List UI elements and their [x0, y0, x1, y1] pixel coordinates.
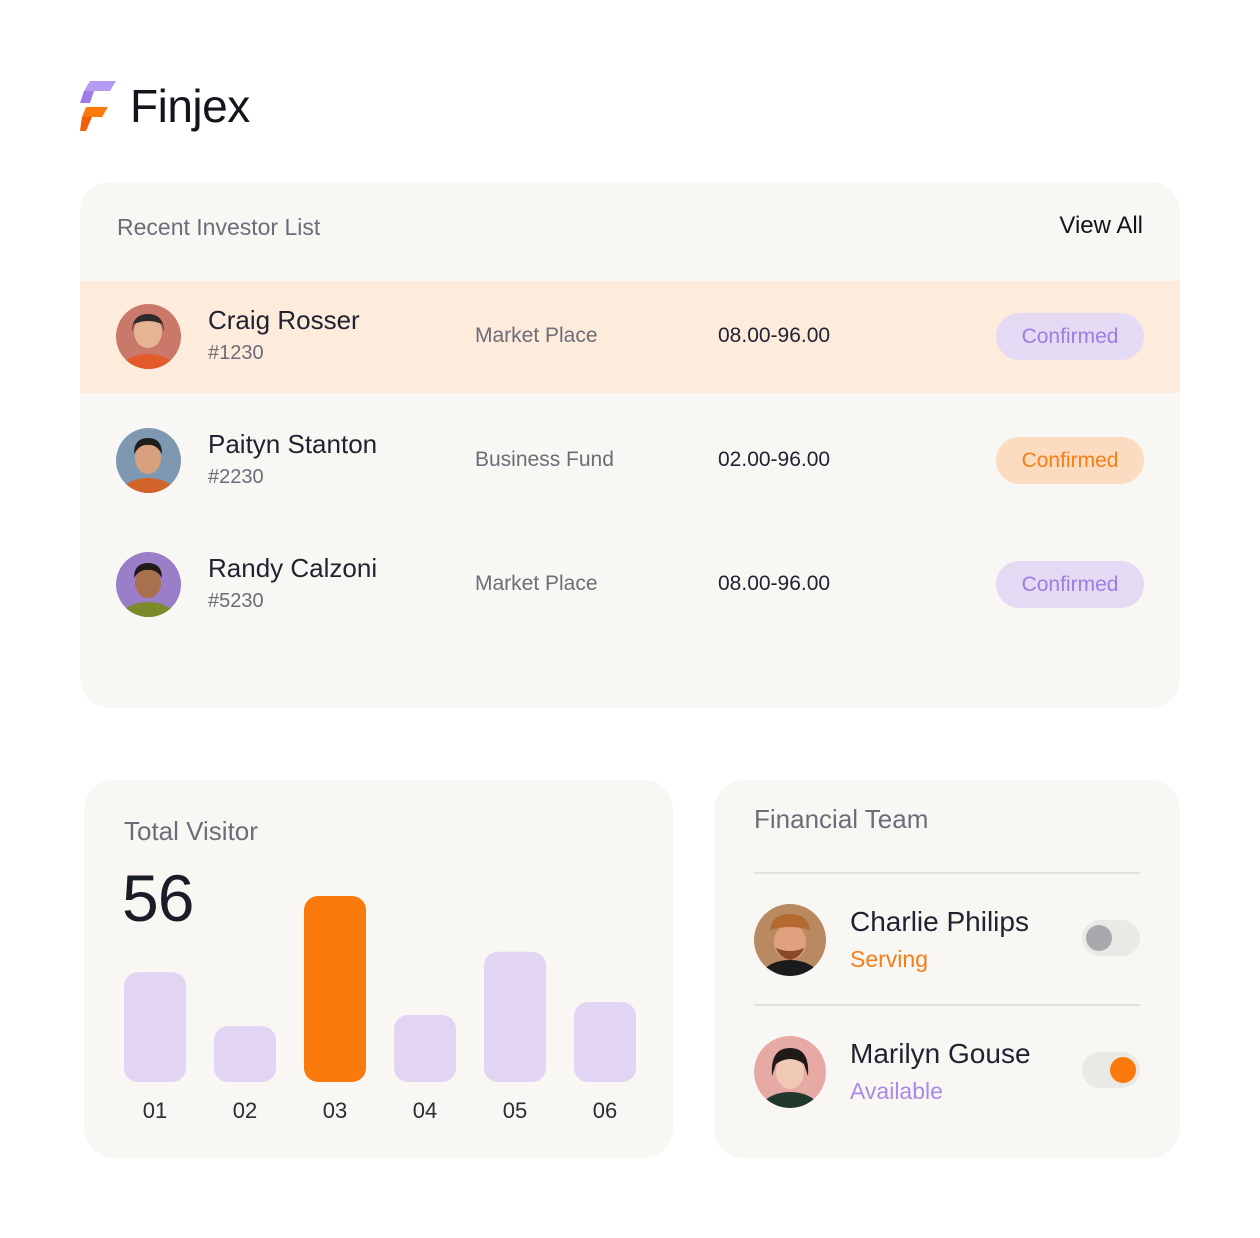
status-badge[interactable]: Confirmed	[996, 313, 1144, 360]
bar-03[interactable]	[304, 896, 366, 1082]
bar-02[interactable]	[214, 1026, 276, 1082]
divider	[754, 872, 1140, 874]
bar-01[interactable]	[124, 972, 186, 1082]
brand-logo[interactable]: Finjex	[80, 78, 250, 134]
bar-06[interactable]	[574, 1002, 636, 1082]
investor-row[interactable]: Paityn Stanton #2230 Business Fund 02.00…	[80, 405, 1180, 517]
availability-toggle[interactable]	[1082, 1052, 1140, 1088]
toggle-knob	[1110, 1057, 1136, 1083]
bar-05[interactable]	[484, 951, 546, 1082]
team-member[interactable]: Marilyn Gouse Available	[714, 1036, 1180, 1156]
finjex-logo-icon	[80, 79, 118, 133]
toggle-knob	[1086, 925, 1112, 951]
tick-label-02: 02	[233, 1098, 257, 1123]
avatar	[754, 1036, 826, 1108]
tick-label-03: 03	[323, 1098, 347, 1123]
investor-row[interactable]: Craig Rosser #1230 Market Place 08.00-96…	[80, 281, 1180, 393]
member-status: Serving	[850, 946, 928, 972]
avatar	[116, 552, 181, 617]
investor-range: 02.00-96.00	[718, 448, 831, 471]
investor-id: #2230	[208, 466, 264, 488]
bar-04[interactable]	[394, 1015, 456, 1082]
tick-label-04: 04	[413, 1098, 437, 1123]
member-name: Charlie Philips	[850, 906, 1029, 937]
tick-label-06: 06	[593, 1098, 617, 1123]
visitor-bar-chart: 01 02 03 04 05 06	[124, 896, 636, 1123]
divider	[754, 1004, 1140, 1006]
tick-label-05: 05	[503, 1098, 527, 1123]
status-badge[interactable]: Confirmed	[996, 437, 1144, 484]
investor-type: Business Fund	[475, 448, 614, 471]
investor-name: Craig Rosser	[208, 305, 360, 335]
recent-investor-card: Recent Investor List View All Craig Ross…	[80, 182, 1180, 708]
team-title: Financial Team	[754, 804, 929, 834]
investor-card-title: Recent Investor List	[117, 214, 321, 240]
view-all-link[interactable]: View All	[1059, 212, 1143, 239]
visitor-count: 56	[122, 861, 194, 935]
investor-name: Randy Calzoni	[208, 553, 378, 583]
investor-row[interactable]: Randy Calzoni #5230 Market Place 08.00-9…	[80, 529, 1180, 641]
avatar	[754, 904, 826, 976]
investor-id: #1230	[208, 342, 264, 364]
team-member[interactable]: Charlie Philips Serving	[714, 904, 1180, 1024]
investor-range: 08.00-96.00	[718, 572, 831, 595]
visitor-title: Total Visitor	[124, 816, 258, 846]
investor-card-header: Recent Investor List View All	[80, 182, 1180, 281]
investor-type: Market Place	[475, 572, 598, 595]
avatar	[116, 304, 181, 369]
investor-type: Market Place	[475, 324, 598, 347]
investor-range: 08.00-96.00	[718, 324, 831, 347]
status-badge[interactable]: Confirmed	[996, 561, 1144, 608]
member-name: Marilyn Gouse	[850, 1038, 1031, 1069]
investor-id: #5230	[208, 590, 264, 612]
investor-name: Paityn Stanton	[208, 429, 378, 459]
tick-label-01: 01	[143, 1098, 167, 1123]
brand-name: Finjex	[130, 80, 250, 132]
total-visitor-card: Total Visitor 56 01 02 03 04 05 06	[84, 780, 673, 1158]
availability-toggle[interactable]	[1082, 920, 1140, 956]
member-status: Available	[850, 1078, 943, 1104]
financial-team-card: Financial Team Charlie Philips Serving	[714, 780, 1180, 1158]
avatar	[116, 428, 181, 493]
